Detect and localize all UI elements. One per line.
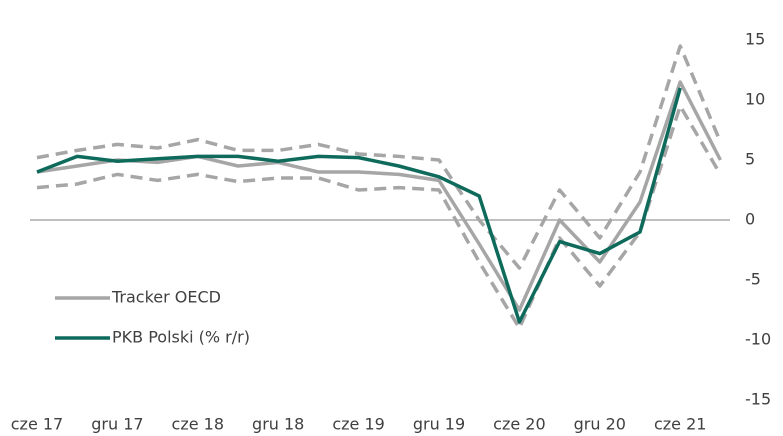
y-tick-label: -5 — [745, 270, 761, 289]
x-tick-label: cze 17 — [11, 415, 63, 434]
series-line — [36, 80, 722, 312]
x-tick-label: cze 18 — [172, 415, 224, 434]
y-tick-label: 15 — [745, 30, 765, 49]
y-tick-label: 10 — [745, 90, 765, 109]
band-line — [36, 44, 723, 270]
y-tick-label: 5 — [745, 150, 755, 169]
band-line — [36, 104, 722, 330]
x-tick-label: cze 21 — [654, 415, 706, 434]
x-tick-label: gru 19 — [413, 415, 465, 434]
y-tick-label: 0 — [745, 210, 755, 229]
y-tick-label: -15 — [745, 390, 771, 409]
x-tick-label: gru 17 — [91, 415, 143, 434]
series-line — [36, 87, 682, 324]
y-tick-label: -10 — [745, 330, 771, 349]
legend-label: Tracker OECD — [111, 288, 221, 307]
x-tick-label: cze 20 — [493, 415, 545, 434]
x-tick-label: cze 19 — [332, 415, 384, 434]
x-tick-label: gru 18 — [252, 415, 304, 434]
legend-label: PKB Polski (% r/r) — [112, 328, 250, 347]
x-tick-label: gru 20 — [574, 415, 626, 434]
